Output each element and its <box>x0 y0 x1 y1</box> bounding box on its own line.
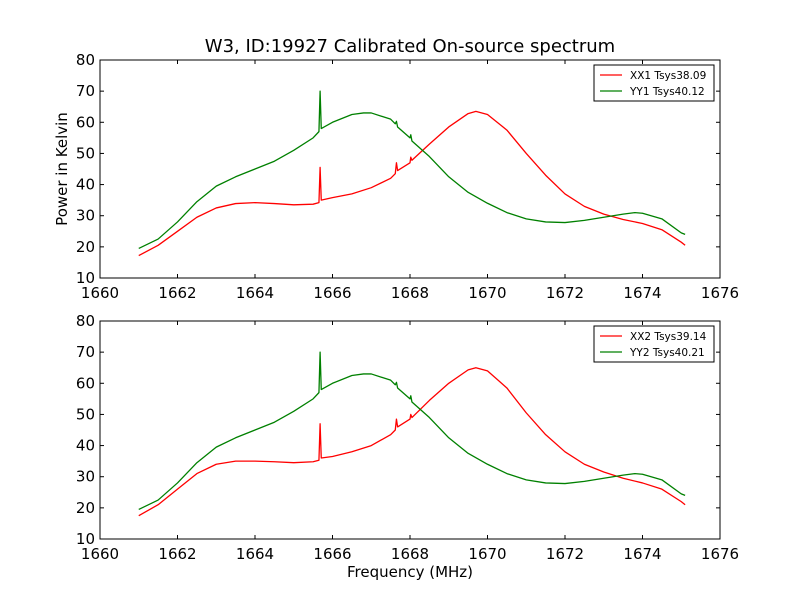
x-tick-label: 1666 <box>313 284 351 302</box>
x-tick-label: 1670 <box>468 284 506 302</box>
series-line-1 <box>138 367 686 517</box>
legend-entry: XX1 Tsys38.09 <box>630 70 706 82</box>
y-tick-label: 40 <box>76 176 95 194</box>
x-tick-label: 1676 <box>701 284 739 302</box>
chart-panels: 1660 1662 1664 1666 1668 1670 1672 1674 1676 10 20… <box>53 51 739 581</box>
x-tick-label: 1672 <box>546 284 584 302</box>
x-tick-label: 1670 <box>468 545 506 563</box>
y-tick-label: 70 <box>76 343 95 361</box>
y-tick-label: 70 <box>76 82 95 100</box>
y-axis-label: Power in Kelvin <box>53 112 71 226</box>
x-tick-label: 1674 <box>623 545 661 563</box>
x-tick-label: 1668 <box>391 545 429 563</box>
y-tick-label: 30 <box>76 207 95 225</box>
y-tick-label: 80 <box>76 312 95 330</box>
y-tick-label: 50 <box>76 144 95 162</box>
x-tick-label: 1674 <box>623 284 661 302</box>
x-tick-label: 1660 <box>81 284 119 302</box>
legend-entry: YY2 Tsys40.21 <box>629 347 705 359</box>
legend-box <box>593 325 715 363</box>
y-tick-label: 20 <box>76 238 95 256</box>
x-axis-label: Frequency (MHz) <box>347 563 473 581</box>
legend-entry: XX2 Tsys39.14 <box>630 331 707 343</box>
x-tick-label: 1672 <box>546 545 584 563</box>
x-tick-label: 1662 <box>158 284 196 302</box>
legend-box <box>593 64 715 102</box>
series-line-2 <box>138 351 686 510</box>
x-tick-label: 1664 <box>236 284 274 302</box>
series-line-1 <box>138 110 686 257</box>
y-tick-label: 80 <box>76 51 95 69</box>
x-tick-label: 1664 <box>236 545 274 563</box>
chart-panel-1: 1660 1662 1664 1666 1668 1670 1672 1674 1676 10 20… <box>53 51 739 302</box>
x-tick-label: 1668 <box>391 284 429 302</box>
legend: XX2 Tsys39.14 YY2 Tsys40.21 <box>593 325 715 363</box>
x-tick-label: 1666 <box>313 545 351 563</box>
legend-entry: YY1 Tsys40.12 <box>629 86 705 98</box>
legend: XX1 Tsys38.09 YY1 Tsys40.12 <box>593 64 715 102</box>
y-tick-label: 60 <box>76 113 95 131</box>
series-line-2 <box>138 90 686 249</box>
y-tick-label: 30 <box>76 468 95 486</box>
y-tick-label: 10 <box>76 530 95 548</box>
y-tick-label: 10 <box>76 269 95 287</box>
chart-panel-2: 1660 1662 1664 1666 1668 1670 1672 1674 1676 10 20… <box>76 312 739 581</box>
y-tick-label: 20 <box>76 499 95 517</box>
figure-title: W3, ID:19927 Calibrated On-source spectr… <box>205 36 615 57</box>
y-tick-label: 50 <box>76 405 95 423</box>
x-tick-label: 1660 <box>81 545 119 563</box>
y-tick-label: 40 <box>76 437 95 455</box>
x-tick-label: 1662 <box>158 545 196 563</box>
x-tick-label: 1676 <box>701 545 739 563</box>
y-tick-label: 60 <box>76 374 95 392</box>
